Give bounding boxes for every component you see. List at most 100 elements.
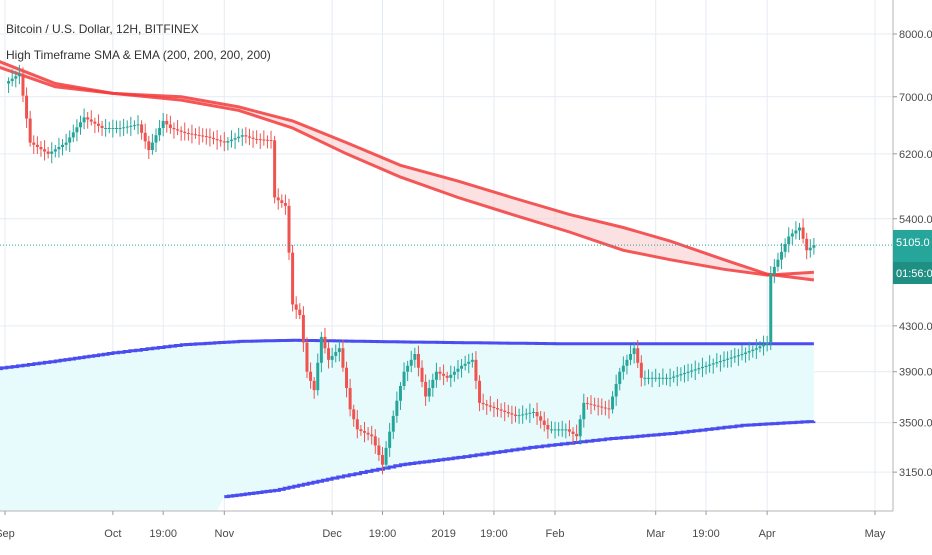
candle-body: [657, 377, 661, 379]
candle-body: [312, 380, 316, 391]
candle-body: [104, 128, 108, 130]
candle-body: [7, 81, 11, 84]
candle-body: [158, 128, 162, 136]
candle-body: [690, 370, 694, 372]
upper-band-line: [0, 338, 814, 371]
candle-body: [291, 252, 295, 305]
candle-body: [513, 414, 517, 416]
chart-title: Bitcoin / U.S. Dollar, 12H, BITFINEX: [6, 22, 199, 36]
time-tick-label: 19:00: [369, 528, 397, 540]
candle-body: [549, 429, 553, 431]
candle-body: [183, 131, 187, 134]
candle-body: [787, 236, 791, 245]
candle-body: [118, 128, 122, 130]
candle-body: [492, 406, 496, 409]
candle-body: [294, 304, 298, 310]
candle-body: [212, 137, 216, 140]
time-axis[interactable]: Sep Oct 19:00 Nov Dec 19:00 2019 19:00 Feb Mar 19:…: [0, 510, 893, 540]
candle-body: [765, 342, 769, 345]
candle-body: [125, 126, 129, 128]
candle-body: [21, 73, 25, 96]
candle-body: [769, 274, 773, 343]
candle-body: [553, 429, 557, 431]
candle-body: [352, 409, 356, 420]
time-tick-label: Sep: [0, 528, 15, 540]
candle-body: [485, 404, 489, 406]
candle-body: [593, 404, 597, 406]
candle-body: [596, 405, 600, 407]
candle-body: [330, 355, 334, 360]
candle-body: [114, 128, 118, 130]
candle-body: [539, 416, 543, 421]
candle-body: [61, 144, 65, 148]
candle-body: [273, 140, 277, 198]
candle-body: [280, 200, 284, 204]
candle-body: [219, 140, 223, 142]
candle-body: [697, 368, 701, 370]
candle-body: [434, 371, 438, 380]
candle-body: [64, 142, 68, 145]
candle-body: [301, 315, 305, 343]
candle-body: [647, 377, 651, 379]
candle-body: [179, 130, 183, 132]
candle-body: [305, 342, 309, 372]
candle-body: [168, 124, 172, 129]
candle-body: [783, 244, 787, 252]
time-tick-label: May: [865, 528, 886, 540]
price-axis[interactable]: 8000.0 7000.0 6200.0 5400.0 4300.0 3900.0 3500…: [892, 0, 932, 511]
indicator-legend[interactable]: High Timeframe SMA & EMA (200, 200, 200,…: [6, 48, 271, 62]
candle-body: [345, 367, 349, 389]
candle-body: [402, 371, 406, 387]
candle-body: [751, 349, 755, 352]
candle-body: [531, 411, 535, 413]
candle-body: [208, 136, 212, 138]
candle-body: [388, 431, 392, 448]
candle-body: [161, 120, 165, 129]
candle-body: [449, 374, 453, 378]
candle-body: [567, 429, 571, 432]
time-tick-label: 2019: [431, 528, 455, 540]
candle-body: [319, 336, 323, 363]
candle-body: [546, 424, 550, 430]
candle-body: [337, 348, 341, 353]
candle-body: [25, 95, 29, 119]
candle-body: [10, 78, 14, 82]
candle-body: [560, 429, 564, 431]
candle-body: [442, 373, 446, 376]
candle-body: [240, 135, 244, 137]
candle-body: [711, 363, 715, 365]
candle-body: [650, 377, 654, 379]
candle-body: [327, 348, 331, 360]
candle-body: [237, 136, 241, 139]
candle-body: [251, 137, 255, 139]
candle-body: [395, 400, 399, 416]
candle-body: [190, 133, 194, 135]
candle-body: [46, 151, 50, 154]
candle-body: [229, 139, 233, 142]
candle-body: [265, 139, 269, 141]
candle-body: [639, 362, 643, 378]
candle-body: [93, 121, 97, 124]
price-tick-label: 5400.0: [899, 214, 932, 226]
candle-body: [679, 374, 683, 376]
candle-body: [790, 233, 794, 237]
candle-body: [481, 402, 485, 405]
price-tags: 5105.0 01:56:02: [893, 230, 932, 284]
candle-body: [744, 352, 748, 354]
candle-body: [463, 363, 467, 366]
candle-body: [456, 368, 460, 372]
candle-body: [780, 251, 784, 260]
candle-body: [154, 135, 158, 143]
candle-body: [269, 140, 273, 142]
candle-body: [276, 197, 280, 201]
time-tick-label: 19:00: [480, 528, 508, 540]
candle-body: [708, 364, 712, 366]
candle-body: [625, 359, 629, 366]
time-tick-label: Nov: [215, 528, 235, 540]
time-tick-label: Oct: [104, 528, 121, 540]
candle-body: [150, 142, 154, 151]
candle-body: [341, 348, 345, 368]
candle-body: [57, 147, 61, 150]
